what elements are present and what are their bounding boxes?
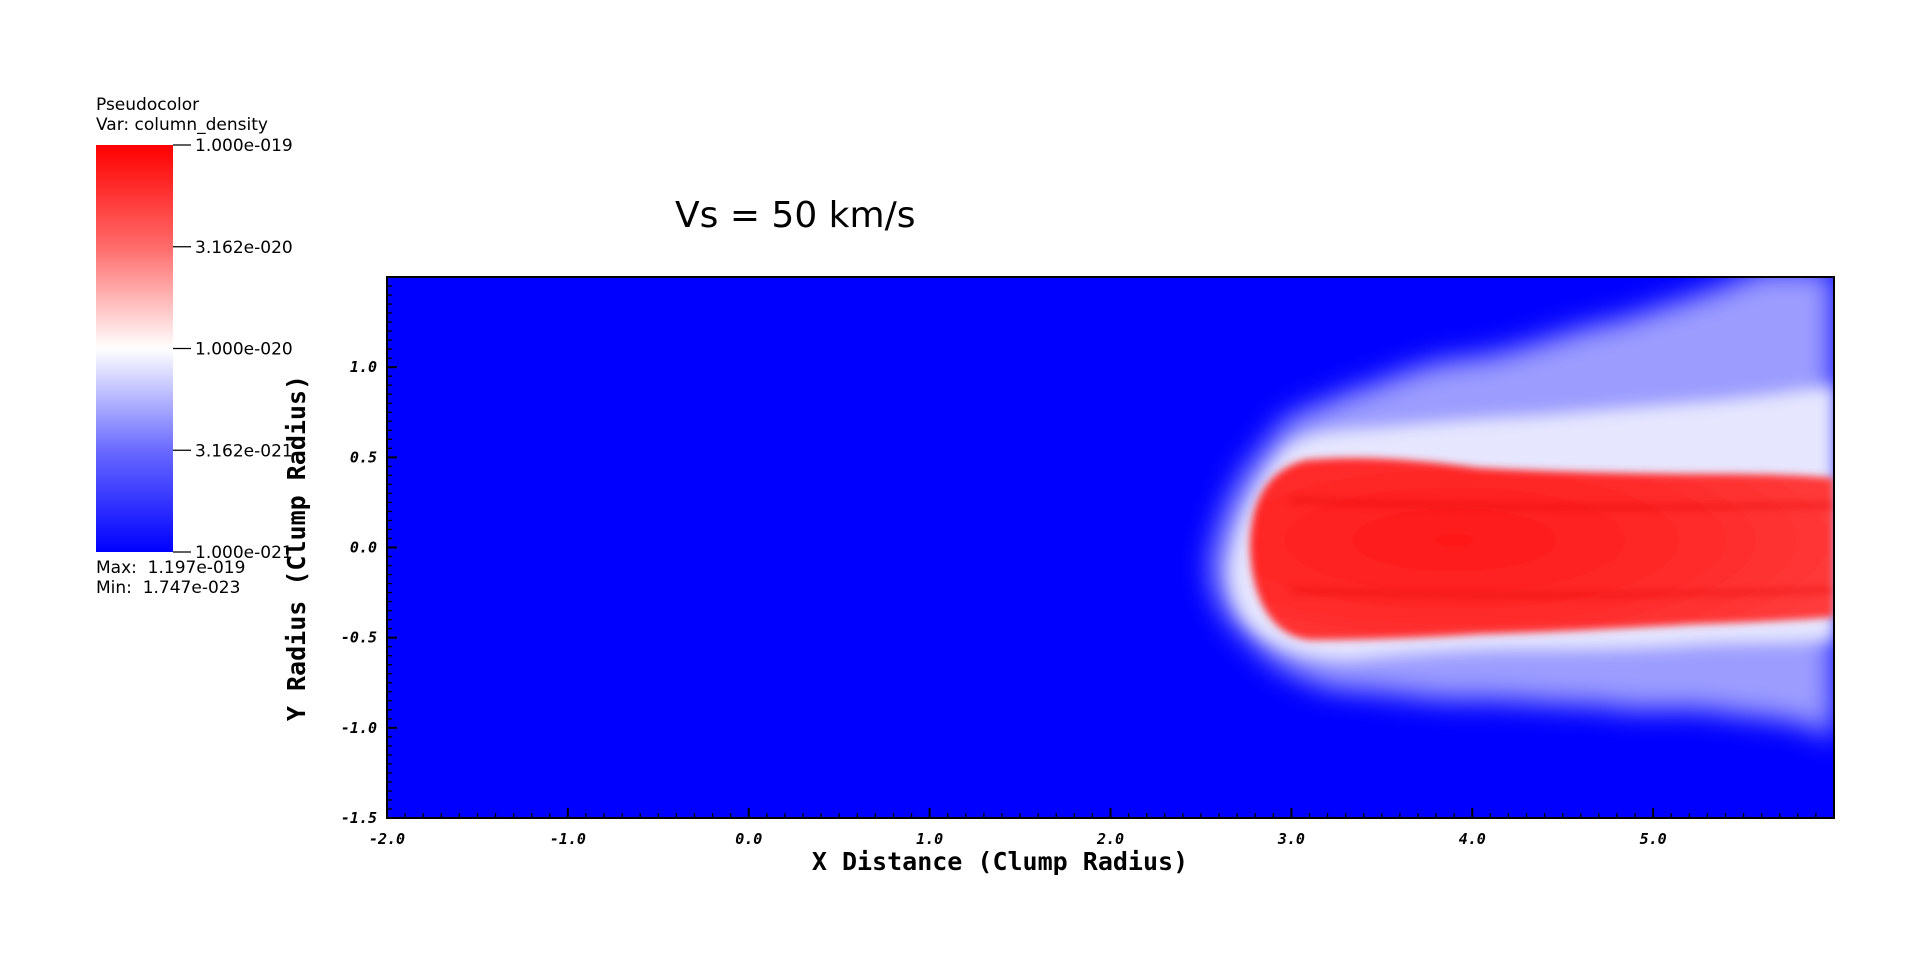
y-tick-label: -0.5 [341,629,377,647]
x-axis-title: X Distance (Clump Radius) [812,847,1188,876]
plot-title: Vs = 50 km/s [675,195,916,236]
legend-stats: Max: 1.197e-019 Min: 1.747e-023 [96,558,245,598]
x-tick-label: 0.0 [735,830,762,848]
x-axis-ticks: -2.0 -1.0 0.0 1.0 2.0 3.0 4.0 5.0 [369,808,1667,848]
y-tick-label: 0.0 [350,539,377,557]
y-tick-label: 1.0 [350,358,377,376]
x-tick-label: 4.0 [1459,830,1486,848]
legend-var-label: Var: column_density [96,115,268,135]
y-tick-label: -1.5 [341,809,377,827]
legend-min: Min: 1.747e-023 [96,578,241,598]
minor-ticks [386,276,1835,819]
x-tick-label: 1.0 [916,830,943,848]
colorbar-tick-label: 3.162e-020 [195,238,293,258]
legend-max: Max: 1.197e-019 [96,558,246,578]
x-tick-label: 2.0 [1096,830,1124,848]
colorbar-tick-label: 3.162e-021 [195,441,293,461]
colorbar-gradient [96,145,173,552]
colorbar-ticks: 1.000e-019 3.162e-020 1.000e-020 3.162e-021… [173,136,293,563]
density-field [1210,277,1834,740]
colorbar-tick-label: 1.000e-020 [195,340,293,360]
y-axis-ticks: -1.5 -1.0 -0.5 0.0 0.5 1.0 [341,358,397,827]
x-tick-label: 3.0 [1277,830,1305,848]
colorbar: 1.000e-019 3.162e-020 1.000e-020 3.162e-021… [96,136,293,563]
legend-plot-name: Pseudocolor [96,95,200,115]
colorbar-tick-label: 1.000e-019 [195,136,293,156]
colorbar-tick-label: 1.000e-021 [195,543,293,563]
x-tick-label: 5.0 [1640,830,1667,848]
x-tick-label: -2.0 [369,830,405,848]
dense-clump-core [1250,457,1834,640]
y-axis-title: Y Radius (Clump Radius) [282,375,311,721]
y-tick-label: 0.5 [350,448,377,466]
clump-filaments [1289,498,1834,597]
y-tick-label: -1.0 [341,719,377,737]
x-tick-label: -1.0 [550,830,586,848]
legend-title: Pseudocolor Var: column_density [96,95,268,135]
